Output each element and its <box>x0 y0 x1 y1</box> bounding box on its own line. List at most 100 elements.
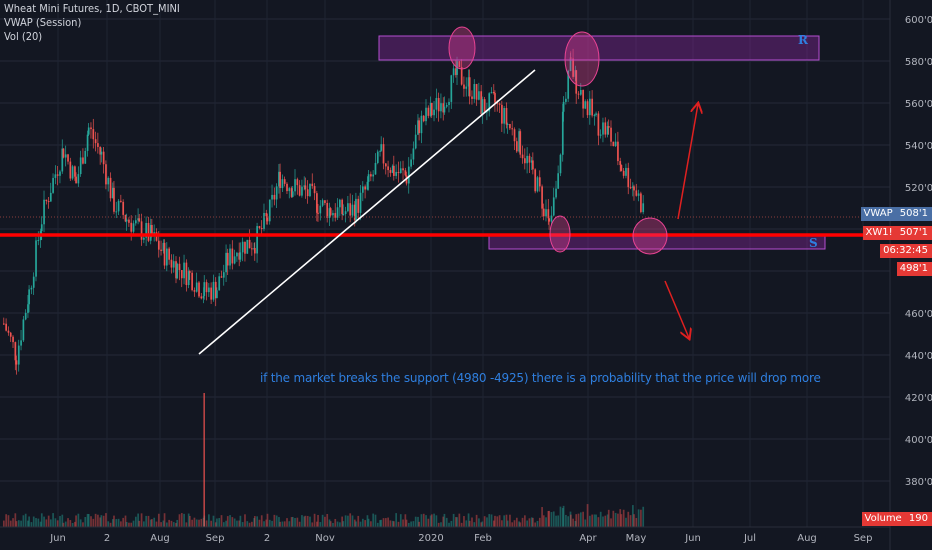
symbol-tag: XW1! <box>865 227 893 238</box>
candle-body <box>216 290 218 299</box>
candle-body <box>288 188 291 192</box>
candle-body <box>536 177 539 192</box>
volume-bar <box>176 519 179 527</box>
candle-body <box>222 272 225 278</box>
candle-body <box>591 98 594 116</box>
indicator-volume-label[interactable]: Vol (20) <box>4 30 43 43</box>
x-tick-label: May <box>626 533 647 544</box>
candle-body <box>147 222 150 241</box>
volume-bar <box>349 513 352 527</box>
volume-bar <box>210 520 213 527</box>
volume-bar <box>170 520 173 527</box>
volume-bar <box>617 513 619 527</box>
volume-bar <box>216 518 218 527</box>
candle-body <box>185 262 188 286</box>
candle-body <box>486 111 488 113</box>
volume-bar <box>501 520 503 527</box>
volume-bar <box>138 520 141 527</box>
volume-bar <box>561 508 564 527</box>
candle-body <box>604 122 607 135</box>
candle-body <box>226 252 229 266</box>
candle-body <box>170 259 173 268</box>
volume-bar <box>20 520 22 527</box>
candle-body <box>397 171 400 174</box>
candle-body <box>422 115 425 122</box>
candle-body <box>3 323 5 325</box>
candle-body <box>283 179 286 184</box>
volume-bar <box>589 515 591 527</box>
candle-body <box>344 211 347 214</box>
candle-body <box>238 252 241 260</box>
candle-body <box>15 360 18 365</box>
candle-body <box>404 170 407 176</box>
volume-bar <box>384 518 387 527</box>
volume-bar <box>205 520 208 527</box>
volume-bar <box>17 520 20 527</box>
volume-bar <box>75 515 77 527</box>
volume-bar <box>586 504 589 527</box>
candle-body <box>47 201 50 203</box>
candle-body <box>475 84 478 100</box>
volume-bar <box>180 513 183 527</box>
volume-bar <box>251 521 253 527</box>
volume-bar <box>565 514 567 527</box>
candle-body <box>134 220 137 224</box>
volume-bar <box>200 518 203 527</box>
candle-body <box>178 263 181 271</box>
candle-body <box>298 185 301 196</box>
volume-bar <box>328 519 331 527</box>
resistance-label: R <box>798 33 809 47</box>
candle-body <box>595 113 597 115</box>
candle-body <box>607 126 610 128</box>
volume-bar <box>100 515 103 527</box>
candle-body <box>271 194 273 200</box>
volume-bar <box>562 505 565 527</box>
candle-body <box>208 287 210 293</box>
volume-bar <box>625 517 627 527</box>
candle-body <box>151 225 153 236</box>
candle-body <box>143 237 145 240</box>
candle-body <box>52 177 54 193</box>
volume-bar <box>12 518 14 527</box>
volume-bar <box>475 514 478 527</box>
volume-bar <box>351 515 354 527</box>
volume-bar <box>430 514 433 527</box>
volume-bar <box>244 514 246 527</box>
volume-bar <box>286 518 288 527</box>
candle-body <box>200 296 203 299</box>
volume-bar <box>248 522 251 527</box>
volume-bar <box>591 514 594 527</box>
candle-body <box>342 213 345 215</box>
volume-bar <box>278 517 280 527</box>
candle-body <box>244 241 246 254</box>
volume-bar <box>342 521 345 527</box>
volume-bar <box>281 521 284 527</box>
candle-body <box>188 271 191 273</box>
volume-bar <box>102 515 105 527</box>
candle-body <box>538 177 541 187</box>
volume-bar <box>175 522 177 527</box>
candle-body <box>9 332 12 337</box>
volume-bar <box>218 518 221 527</box>
candle-body <box>353 204 356 221</box>
volume-bar <box>124 515 127 527</box>
volume-bar <box>513 520 516 527</box>
arrow-up <box>677 104 698 220</box>
volume-bar <box>113 515 115 527</box>
candle-body <box>597 113 600 136</box>
volume-bar <box>155 521 158 527</box>
x-tick-label: 2 <box>104 533 110 544</box>
volume-bar <box>339 522 341 527</box>
candle-body <box>145 222 148 238</box>
y-tick-label: 580'0 <box>905 57 932 68</box>
volume-bar <box>524 515 526 527</box>
volume-bar <box>236 520 238 527</box>
volume-bar <box>266 513 269 527</box>
candle-body <box>256 226 258 254</box>
candle-body <box>212 281 215 300</box>
candle-body <box>410 159 412 167</box>
candle-body <box>17 345 20 365</box>
candle-body <box>627 167 630 188</box>
indicator-vwap-label[interactable]: VWAP (Session) <box>4 16 82 29</box>
